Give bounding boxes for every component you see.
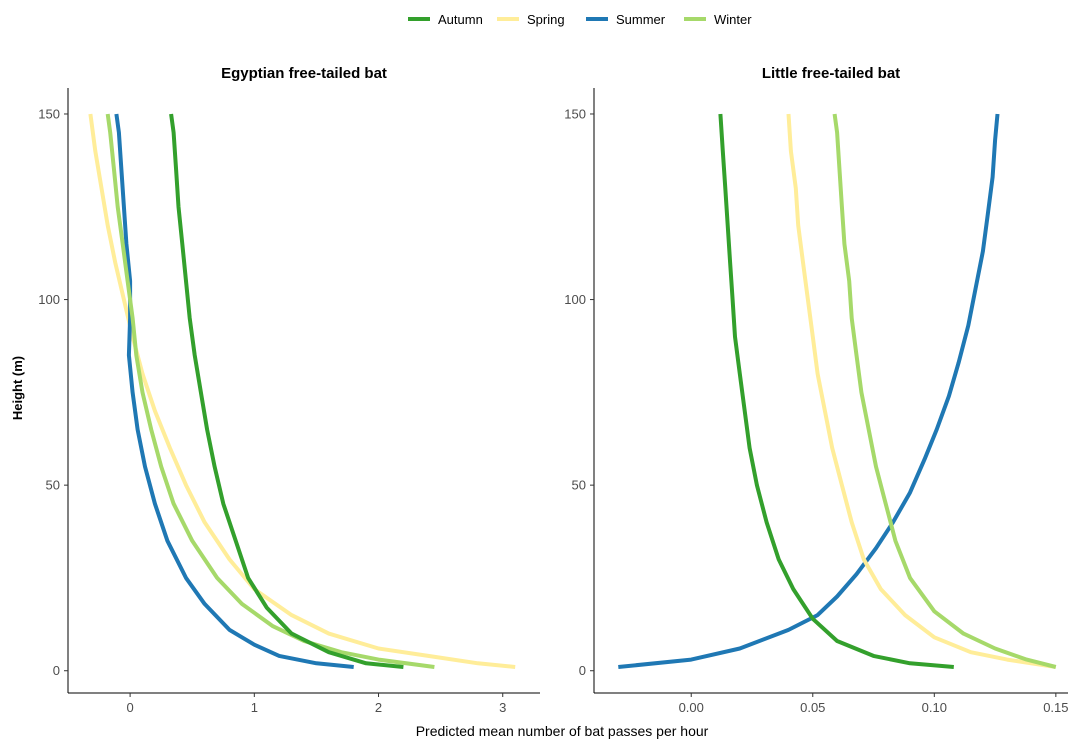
panel-2-series-summer [618,113,1000,669]
legend-item-summer: Summer [586,12,666,27]
x-axis-title: Predicted mean number of bat passes per … [416,723,709,739]
panel-1-x-tick-label: 0 [126,700,133,715]
legend-label-summer: Summer [616,12,666,27]
panel-1-y-tick-label: 150 [38,106,60,121]
panel-1-y-tick-label: 0 [53,663,60,678]
panel-2-y-tick-label: 50 [572,478,586,493]
panel-2-y-tick-label: 100 [564,292,586,307]
panel-2: Little free-tailed bat 0 50 100 150 0.00 0.05 0… [564,65,1068,715]
panel-2-series-spring [786,113,1057,669]
panel-1-y-tick-label: 50 [46,478,60,493]
panel-2-title: Little free-tailed bat [762,65,900,82]
panel-2-series-autumn [718,113,954,669]
panel-1-x-tick-label: 2 [375,700,382,715]
panel-1-x-tick-label: 1 [251,700,258,715]
legend-label-autumn: Autumn [438,12,483,27]
panel-2-y-tick-label: 150 [564,106,586,121]
panel-1-x-tick-label: 3 [499,700,506,715]
legend-label-winter: Winter [714,12,752,27]
legend-item-autumn: Autumn [408,12,483,27]
legend-item-spring: Spring [497,12,565,27]
legend: Autumn Spring Summer Winter [408,12,752,27]
panel-2-x-tick-label: 0.05 [800,700,825,715]
panel-1-series-autumn [169,113,404,669]
panel-1-series-winter [105,113,435,669]
panel-1-series-summer [114,113,354,669]
panel-2-x-tick-label: 0.10 [922,700,947,715]
legend-item-winter: Winter [684,12,752,27]
panel-1: Egyptian free-tailed bat 0 50 100 150 0 1 2 3 [38,65,540,715]
chart-panels: Egyptian free-tailed bat 0 50 100 150 0 1 2 3 Lit… [38,65,1068,715]
panel-1-title: Egyptian free-tailed bat [221,65,387,82]
panel-2-x-tick-label: 0.00 [679,700,704,715]
panel-1-series-spring [88,113,516,669]
panel-2-x-tick-label: 0.15 [1043,700,1068,715]
legend-label-spring: Spring [527,12,565,27]
panel-2-series-winter [832,113,1057,669]
y-axis-title: Height (m) [10,356,25,420]
panel-1-y-tick-label: 100 [38,292,60,307]
panel-2-y-tick-label: 0 [579,663,586,678]
